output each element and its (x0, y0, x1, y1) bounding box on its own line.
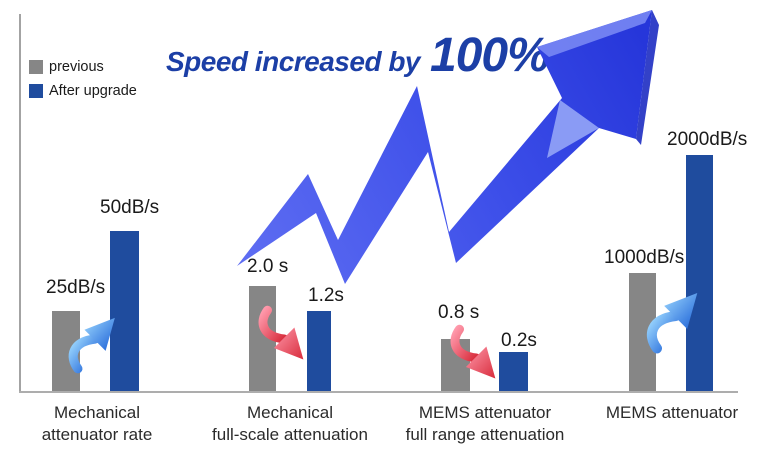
value-label-after: 50dB/s (100, 197, 160, 218)
value-label-previous: 1000dB/s (604, 247, 685, 268)
legend-swatch-after-upgrade (29, 84, 43, 98)
category-line2: attenuator rate (41, 425, 153, 444)
value-label-after: 2000dB/s (667, 129, 748, 150)
bar-after-mechanical-full-scale (307, 311, 331, 391)
bar-previous-mechanical-attenuator-rate (52, 311, 80, 391)
category-label: Mechanical attenuator rate (2, 402, 192, 446)
category-label: MEMS attenuator (577, 402, 767, 424)
category-label: Mechanical full-scale attenuation (195, 402, 385, 446)
bar-previous-mems-attenuator (629, 273, 656, 391)
x-axis-line (19, 391, 738, 393)
category-line2: full-scale attenuation (212, 425, 368, 444)
legend-item-after-upgrade: After upgrade (29, 84, 137, 98)
value-label-after: 1.2s (308, 285, 344, 306)
title-percent: 100% (430, 29, 550, 82)
legend-item-previous: previous (29, 60, 137, 74)
bar-after-mems-attenuator (686, 155, 713, 391)
value-label-previous: 0.8 s (438, 302, 480, 323)
bar-after-mechanical-attenuator-rate (110, 231, 139, 391)
value-label-previous: 25dB/s (46, 277, 106, 298)
y-axis-line (19, 14, 21, 391)
value-label-after: 0.2s (501, 330, 537, 351)
category-line1: MEMS attenuator (605, 403, 739, 422)
bar-previous-mems-full-range (441, 339, 470, 391)
legend-swatch-previous (29, 60, 43, 74)
category-line2: full range attenuation (405, 425, 565, 444)
value-label-previous: 2.0 s (247, 256, 289, 277)
legend-label-previous: previous (49, 59, 104, 75)
bar-previous-mechanical-full-scale (249, 286, 276, 391)
bar-after-mems-full-range (499, 352, 528, 391)
legend: previous After upgrade (29, 60, 137, 108)
title-text: Speed increased by (166, 46, 421, 77)
legend-label-after-upgrade: After upgrade (49, 83, 137, 99)
category-label: MEMS attenuator full range attenuation (390, 402, 580, 446)
category-line1: Mechanical (54, 403, 140, 422)
category-line1: MEMS attenuator (418, 403, 552, 422)
category-line1: Mechanical (247, 403, 333, 422)
chart-title: Speed increased by 100% (166, 28, 550, 83)
